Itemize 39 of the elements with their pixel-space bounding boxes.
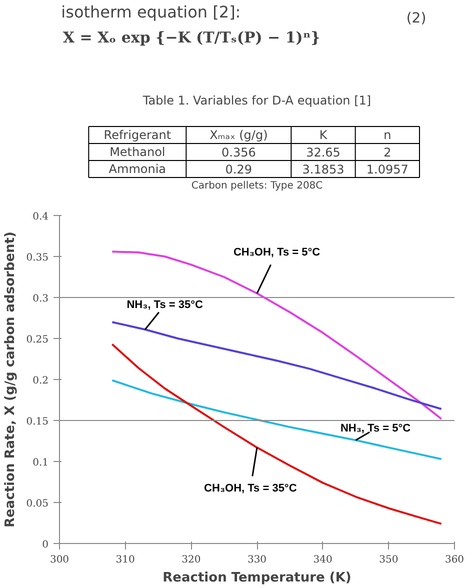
x-tick-label: 330 xyxy=(247,554,267,566)
y-axis-title: Reaction Rate, X (g/g carbon adsorbent) xyxy=(3,232,18,528)
category-label: n xyxy=(384,128,392,142)
series-label: NH₃, Ts = 5°C xyxy=(340,422,411,435)
y-tick-label: 0.4 xyxy=(32,212,49,222)
y-tick-label: 0.25 xyxy=(26,334,48,346)
category-label: Xₘₐₓ (g/g) xyxy=(210,128,268,142)
x-tick-label: 310 xyxy=(116,554,135,566)
y-tick-label: 0.2 xyxy=(32,376,49,386)
x-tick-label: 360 xyxy=(444,554,464,566)
series-label: NH₃, Ts = 35°C xyxy=(126,298,203,311)
series-label: CH₃OH, Ts = 35°C xyxy=(204,482,297,495)
y-tick-label: 0.1 xyxy=(32,458,49,468)
text: Carbon pellets: Type 208C xyxy=(191,180,323,192)
y-tick-label: 0 xyxy=(42,540,49,550)
series-label: CH₃OH, Ts = 5°C xyxy=(233,246,320,258)
text: X = Xₒ exp {−K (T/Tₛ(P) − 1)ⁿ} xyxy=(62,28,320,46)
text: 0.356 xyxy=(221,146,256,160)
x-tick-label: 350 xyxy=(379,554,398,566)
text: 3.1853 xyxy=(302,162,344,176)
y-tick-label: 0.35 xyxy=(26,252,48,264)
text: (2) xyxy=(406,10,426,26)
y-tick-label: 0.05 xyxy=(26,498,48,510)
text: 32.65 xyxy=(306,146,340,160)
category-label: K xyxy=(319,128,328,142)
y-tick-label: 0.3 xyxy=(32,294,49,304)
x-tick-label: 320 xyxy=(182,554,201,566)
text: 2 xyxy=(384,146,392,160)
text: Ammonia xyxy=(108,162,166,176)
text: 0.29 xyxy=(225,162,252,176)
x-tick-label: 300 xyxy=(50,554,70,566)
x-tick-label: 340 xyxy=(313,554,332,566)
category-label: Refrigerant xyxy=(104,128,172,142)
x-axis-title: Reaction Temperature (K) xyxy=(162,570,352,586)
text: Methanol xyxy=(110,145,166,159)
y-tick-label: 0.15 xyxy=(26,416,48,428)
text: isotherm equation [2]: xyxy=(61,2,241,22)
text: Table 1. Variables for D-A equation [1] xyxy=(142,94,372,108)
text: 1.0957 xyxy=(366,162,408,176)
